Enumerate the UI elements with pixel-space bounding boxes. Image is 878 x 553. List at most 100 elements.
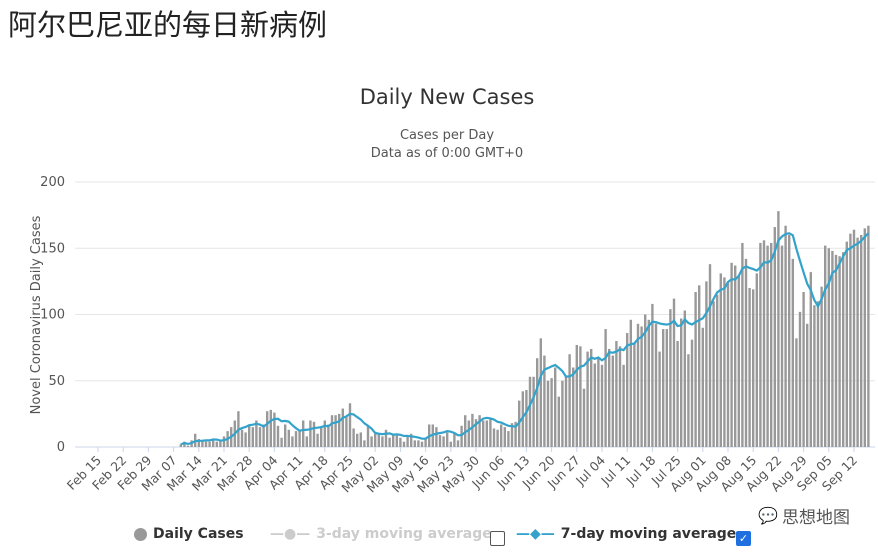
daily-case-bar[interactable] <box>572 367 575 448</box>
daily-case-bar[interactable] <box>266 411 269 447</box>
daily-case-bar[interactable] <box>410 433 413 447</box>
daily-case-bar[interactable] <box>417 440 420 447</box>
daily-case-bar[interactable] <box>507 431 510 447</box>
daily-case-bar[interactable] <box>496 429 499 447</box>
daily-case-bar[interactable] <box>312 421 316 447</box>
daily-case-bar[interactable] <box>780 245 784 447</box>
daily-case-bar[interactable] <box>683 310 686 447</box>
daily-case-bar[interactable] <box>348 403 352 447</box>
daily-case-bar[interactable] <box>554 367 557 448</box>
daily-case-bar[interactable] <box>201 440 204 447</box>
daily-case-bar[interactable] <box>406 435 409 447</box>
daily-case-bar[interactable] <box>708 264 712 447</box>
daily-case-bar[interactable] <box>582 388 586 447</box>
daily-case-bar[interactable] <box>665 329 668 447</box>
daily-case-bar[interactable] <box>208 441 211 447</box>
daily-case-bar[interactable] <box>687 354 690 447</box>
daily-case-bar[interactable] <box>777 211 780 447</box>
daily-case-bar[interactable] <box>503 427 506 447</box>
daily-case-bar[interactable] <box>788 235 791 447</box>
daily-case-bar[interactable] <box>370 436 373 447</box>
daily-case-bar[interactable] <box>528 376 532 447</box>
daily-case-bar[interactable] <box>240 429 244 447</box>
daily-case-bar[interactable] <box>849 233 852 447</box>
daily-case-bar[interactable] <box>413 440 416 447</box>
daily-case-bar[interactable] <box>298 429 301 447</box>
daily-case-bar[interactable] <box>737 276 740 447</box>
daily-case-bar[interactable] <box>723 277 726 447</box>
daily-case-bar[interactable] <box>690 339 694 447</box>
daily-case-bar[interactable] <box>392 435 395 447</box>
daily-case-bar[interactable] <box>262 424 265 447</box>
daily-case-bar[interactable] <box>579 346 582 447</box>
daily-case-bar[interactable] <box>284 424 287 447</box>
daily-case-bar[interactable] <box>302 420 305 448</box>
daily-case-bar[interactable] <box>219 440 222 447</box>
daily-case-bar[interactable] <box>860 235 863 447</box>
daily-case-bar[interactable] <box>633 343 636 447</box>
daily-case-bar[interactable] <box>420 441 424 447</box>
daily-case-bar[interactable] <box>773 227 776 447</box>
daily-case-bar[interactable] <box>626 333 629 447</box>
daily-case-bar[interactable] <box>838 256 841 447</box>
daily-case-bar[interactable] <box>640 326 643 447</box>
daily-case-bar[interactable] <box>345 416 348 447</box>
daily-case-bar[interactable] <box>622 364 625 447</box>
daily-case-bar[interactable] <box>798 311 802 447</box>
daily-case-bar[interactable] <box>352 428 355 447</box>
daily-case-bar[interactable] <box>863 228 866 447</box>
daily-case-bar[interactable] <box>662 329 665 447</box>
daily-case-bar[interactable] <box>485 420 488 448</box>
daily-case-bar[interactable] <box>489 419 492 447</box>
daily-case-bar[interactable] <box>726 281 730 447</box>
legend-daily-cases[interactable]: Daily Cases <box>134 526 244 542</box>
daily-case-bar[interactable] <box>244 432 247 447</box>
daily-case-bar[interactable] <box>471 413 474 447</box>
daily-case-bar[interactable] <box>806 323 809 447</box>
daily-case-bar[interactable] <box>744 258 748 447</box>
daily-case-bar[interactable] <box>291 436 294 447</box>
daily-case-bar[interactable] <box>755 273 758 447</box>
daily-case-bar[interactable] <box>186 445 190 447</box>
legend-7day-average[interactable]: —◆— 7-day moving average <box>516 526 736 542</box>
daily-case-bar[interactable] <box>604 329 607 447</box>
daily-case-bar[interactable] <box>593 363 596 447</box>
daily-case-bar[interactable] <box>212 439 215 447</box>
daily-case-bar[interactable] <box>561 380 564 447</box>
daily-case-bar[interactable] <box>734 265 737 447</box>
daily-case-bar[interactable] <box>532 376 535 447</box>
daily-case-bar[interactable] <box>712 301 715 447</box>
daily-case-bar[interactable] <box>179 444 182 447</box>
daily-case-bar[interactable] <box>802 291 805 447</box>
daily-case-bar[interactable] <box>510 423 514 447</box>
daily-case-bar[interactable] <box>590 348 593 447</box>
daily-case-bar[interactable] <box>770 242 773 447</box>
daily-case-bar[interactable] <box>564 376 568 447</box>
daily-case-bar[interactable] <box>482 420 485 448</box>
daily-case-bar[interactable] <box>478 415 481 447</box>
daily-case-bar[interactable] <box>525 390 528 447</box>
daily-case-bar[interactable] <box>701 327 704 447</box>
daily-case-bar[interactable] <box>647 319 650 447</box>
daily-case-bar[interactable] <box>204 441 208 447</box>
ma7-checkbox[interactable]: ✓ <box>736 531 751 546</box>
daily-case-bar[interactable] <box>388 437 391 447</box>
daily-case-bar[interactable] <box>316 433 319 447</box>
daily-case-bar[interactable] <box>330 415 334 447</box>
daily-case-bar[interactable] <box>629 319 632 447</box>
daily-case-bar[interactable] <box>334 415 337 447</box>
daily-case-bar[interactable] <box>327 424 330 447</box>
daily-case-bar[interactable] <box>784 225 787 447</box>
daily-case-bar[interactable] <box>456 440 460 447</box>
daily-case-bar[interactable] <box>536 358 539 447</box>
daily-case-bar[interactable] <box>568 354 571 447</box>
daily-case-bar[interactable] <box>338 413 341 447</box>
daily-case-bar[interactable] <box>424 437 427 447</box>
daily-case-bar[interactable] <box>323 420 326 448</box>
daily-case-bar[interactable] <box>658 351 661 447</box>
daily-case-bar[interactable] <box>280 437 283 447</box>
legend-3day-average[interactable]: —●— 3-day moving average <box>270 526 492 542</box>
daily-case-bar[interactable] <box>856 237 859 447</box>
daily-case-bar[interactable] <box>762 240 766 447</box>
daily-case-bar[interactable] <box>705 281 708 447</box>
